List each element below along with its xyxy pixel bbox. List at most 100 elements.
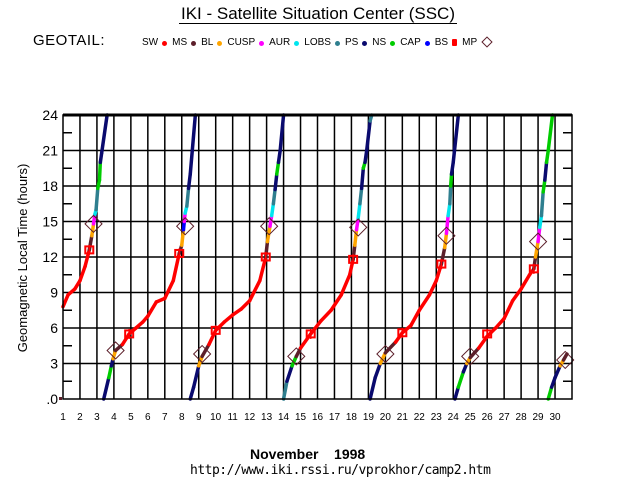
x-tick-label: 18: [346, 412, 358, 423]
orbit-segment-ps: [276, 148, 282, 165]
orbit-segment-ps: [188, 385, 196, 401]
orbit-segment-sw: [417, 293, 432, 312]
origin-dot: [59, 397, 62, 400]
legend-marker-icon: [259, 41, 265, 46]
grid: [63, 115, 572, 399]
x-tick-label: 2: [77, 412, 83, 423]
orbit-segment-lobs: [539, 190, 545, 218]
x-tick-label: 22: [414, 412, 426, 423]
legend-item-ps: PS: [345, 37, 368, 48]
y-tick-label: 24: [42, 107, 58, 123]
orbit-segment-sw: [78, 264, 87, 283]
orbit-segment-sw: [61, 293, 70, 309]
y-tick-label: 9: [50, 285, 58, 301]
orbit-segment-sw: [493, 316, 506, 330]
orbit-segment-ns: [546, 113, 555, 153]
orbit-segment-ps: [285, 364, 294, 383]
orbit-segment-sw: [171, 251, 181, 283]
orbit-segment-ps: [99, 113, 109, 155]
orbit-segment-sw: [247, 278, 262, 303]
orbit-segment-lobs: [271, 187, 277, 206]
y-tick-label: 6: [50, 320, 58, 336]
magnetopause-diamond-marker: [376, 344, 395, 364]
orbit-segment-cusp: [354, 216, 360, 232]
x-tick-label: 1: [60, 412, 66, 423]
x-tick-label: 11: [227, 412, 238, 423]
legend-label: NS: [372, 37, 387, 48]
legend: SW MS BL CUSP AUR LOBS PS NS CAP BS MP: [142, 36, 496, 48]
orbit-segment-ps: [451, 113, 461, 165]
legend-item-bs: BS: [435, 37, 458, 48]
orbit-segment-ns: [97, 160, 103, 182]
x-tick-label: 10: [210, 412, 222, 423]
orbit-segment-sw: [329, 293, 344, 312]
orbit-segment-ns: [456, 370, 466, 389]
legend-marker-icon: [191, 41, 197, 46]
year-text: 1998: [334, 446, 366, 462]
orbit-segment-lobs: [448, 184, 453, 206]
orbit-segment-ns: [275, 160, 281, 176]
x-tick-label: 26: [482, 412, 494, 423]
orbit-segment-bl: [443, 231, 449, 250]
x-tick-label: 8: [179, 412, 185, 423]
legend-marker-icon: [424, 41, 430, 46]
orbit-segment-aur: [356, 202, 362, 220]
orbit-segment-ps: [553, 364, 562, 380]
orbit-segment-ns: [544, 148, 550, 165]
magnetopause-diamond-marker: [461, 347, 480, 366]
orbit-segment-ns: [107, 364, 114, 380]
orbit-segment-sw: [502, 299, 515, 321]
x-tick-label: 7: [162, 412, 168, 423]
y-tick-label: 18: [42, 178, 58, 194]
x-tick-label: 5: [128, 412, 134, 423]
orbit-segment-aur: [269, 202, 276, 218]
legend-item-cap: CAP: [400, 37, 430, 48]
x-tick-label: 25: [465, 412, 477, 423]
orbit-segment-ms: [561, 352, 569, 362]
orbit-segment-ps: [364, 119, 372, 153]
legend-label: LOBS: [304, 37, 331, 48]
orbit-segment-ps: [188, 113, 198, 176]
orbit-segment-cusp: [444, 213, 450, 236]
y-tick-label: 3: [50, 356, 58, 372]
x-tick-label: 16: [312, 412, 324, 423]
orbit-segment-aur: [538, 213, 544, 230]
orbit-segment-sw: [519, 273, 532, 291]
month-text: November: [250, 446, 319, 462]
y-axis-label: Geomagnetic Local Time (hours): [15, 164, 30, 353]
magnetopause-diamond-marker: [437, 226, 456, 245]
x-tick-label: 15: [295, 412, 307, 423]
orbit-segment-ns: [448, 172, 454, 188]
x-tick-label: 14: [278, 412, 290, 423]
magnetopause-diamond-marker: [175, 217, 195, 236]
legend-marker-icon: [294, 41, 300, 46]
x-tick-label: 4: [111, 412, 117, 423]
orbit-segment-sw: [339, 273, 352, 297]
legend-item-ns: NS: [372, 37, 396, 48]
orbit-segment-cusp: [268, 213, 274, 228]
orbit-segment-ps: [101, 375, 111, 401]
legend-marker-icon: [162, 41, 168, 46]
legend-label: MP: [462, 37, 478, 48]
magnetopause-diamond-marker: [556, 350, 575, 370]
orbit-segment-sw: [427, 278, 439, 297]
orbit-segment-ps: [191, 364, 201, 389]
x-tick-label: 24: [448, 412, 460, 423]
orbit-segment-sw: [319, 308, 333, 323]
magnetopause-diamond-marker: [192, 344, 212, 364]
orbit-segment-sw: [120, 332, 131, 347]
orbit-segment-ns: [541, 178, 547, 194]
orbit-segment-ps: [543, 160, 549, 182]
legend-item-ms: MS: [172, 37, 197, 48]
orbit-segment-lobs: [281, 379, 289, 401]
orbit-segment-ps: [186, 172, 192, 191]
orbit-segment-ps: [368, 375, 377, 401]
legend-marker-icon: [390, 41, 396, 46]
x-tick-label: 21: [397, 412, 409, 423]
orbit-segment-ps: [359, 166, 366, 191]
x-tick-label: 29: [533, 412, 545, 423]
magnetopause-diamond-marker: [349, 218, 368, 237]
y-tick-label: 12: [42, 249, 58, 265]
